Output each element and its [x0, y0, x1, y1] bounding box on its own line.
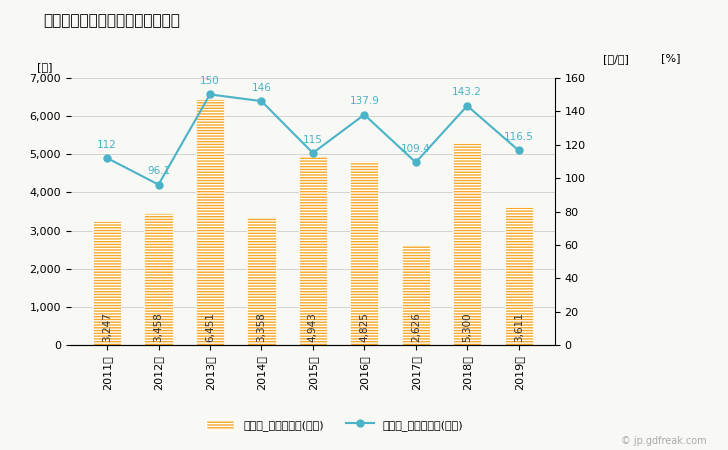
Bar [453, 143, 481, 346]
Bar [196, 99, 224, 346]
Text: 112: 112 [97, 140, 117, 150]
Text: 143.2: 143.2 [452, 87, 482, 98]
Text: 3,611: 3,611 [514, 312, 523, 342]
Bar [144, 213, 173, 346]
Text: © jp.gdfreak.com: © jp.gdfreak.com [620, 436, 706, 446]
Text: 137.9: 137.9 [349, 96, 379, 106]
Text: 146: 146 [251, 83, 272, 93]
Bar [93, 221, 121, 346]
Text: 5,300: 5,300 [462, 313, 472, 342]
Bar [402, 245, 430, 346]
Text: [㎡/棟]: [㎡/棟] [604, 54, 629, 63]
Text: 3,358: 3,358 [256, 312, 266, 342]
Text: 96.1: 96.1 [147, 166, 170, 176]
Text: 2,626: 2,626 [411, 312, 421, 342]
Text: 115: 115 [303, 135, 323, 144]
Text: [㎡]: [㎡] [37, 63, 52, 72]
Bar [298, 156, 327, 346]
Text: 150: 150 [200, 76, 220, 86]
Bar [505, 207, 533, 346]
Text: 4,825: 4,825 [360, 312, 369, 342]
Text: 6,451: 6,451 [205, 312, 215, 342]
Text: 住宅用建築物の床面積合計の推移: 住宅用建築物の床面積合計の推移 [44, 14, 181, 28]
Bar [248, 217, 276, 346]
Text: 3,247: 3,247 [102, 312, 112, 342]
Legend: 住宅用_床面積合計(左軸), 住宅用_平均床面積(右軸): 住宅用_床面積合計(左軸), 住宅用_平均床面積(右軸) [202, 414, 467, 436]
Text: 4,943: 4,943 [308, 312, 318, 342]
Text: 116.5: 116.5 [504, 132, 534, 142]
Text: 109.4: 109.4 [401, 144, 431, 154]
Text: 3,458: 3,458 [154, 312, 164, 342]
Bar [350, 161, 379, 346]
Text: [%]: [%] [661, 54, 681, 63]
